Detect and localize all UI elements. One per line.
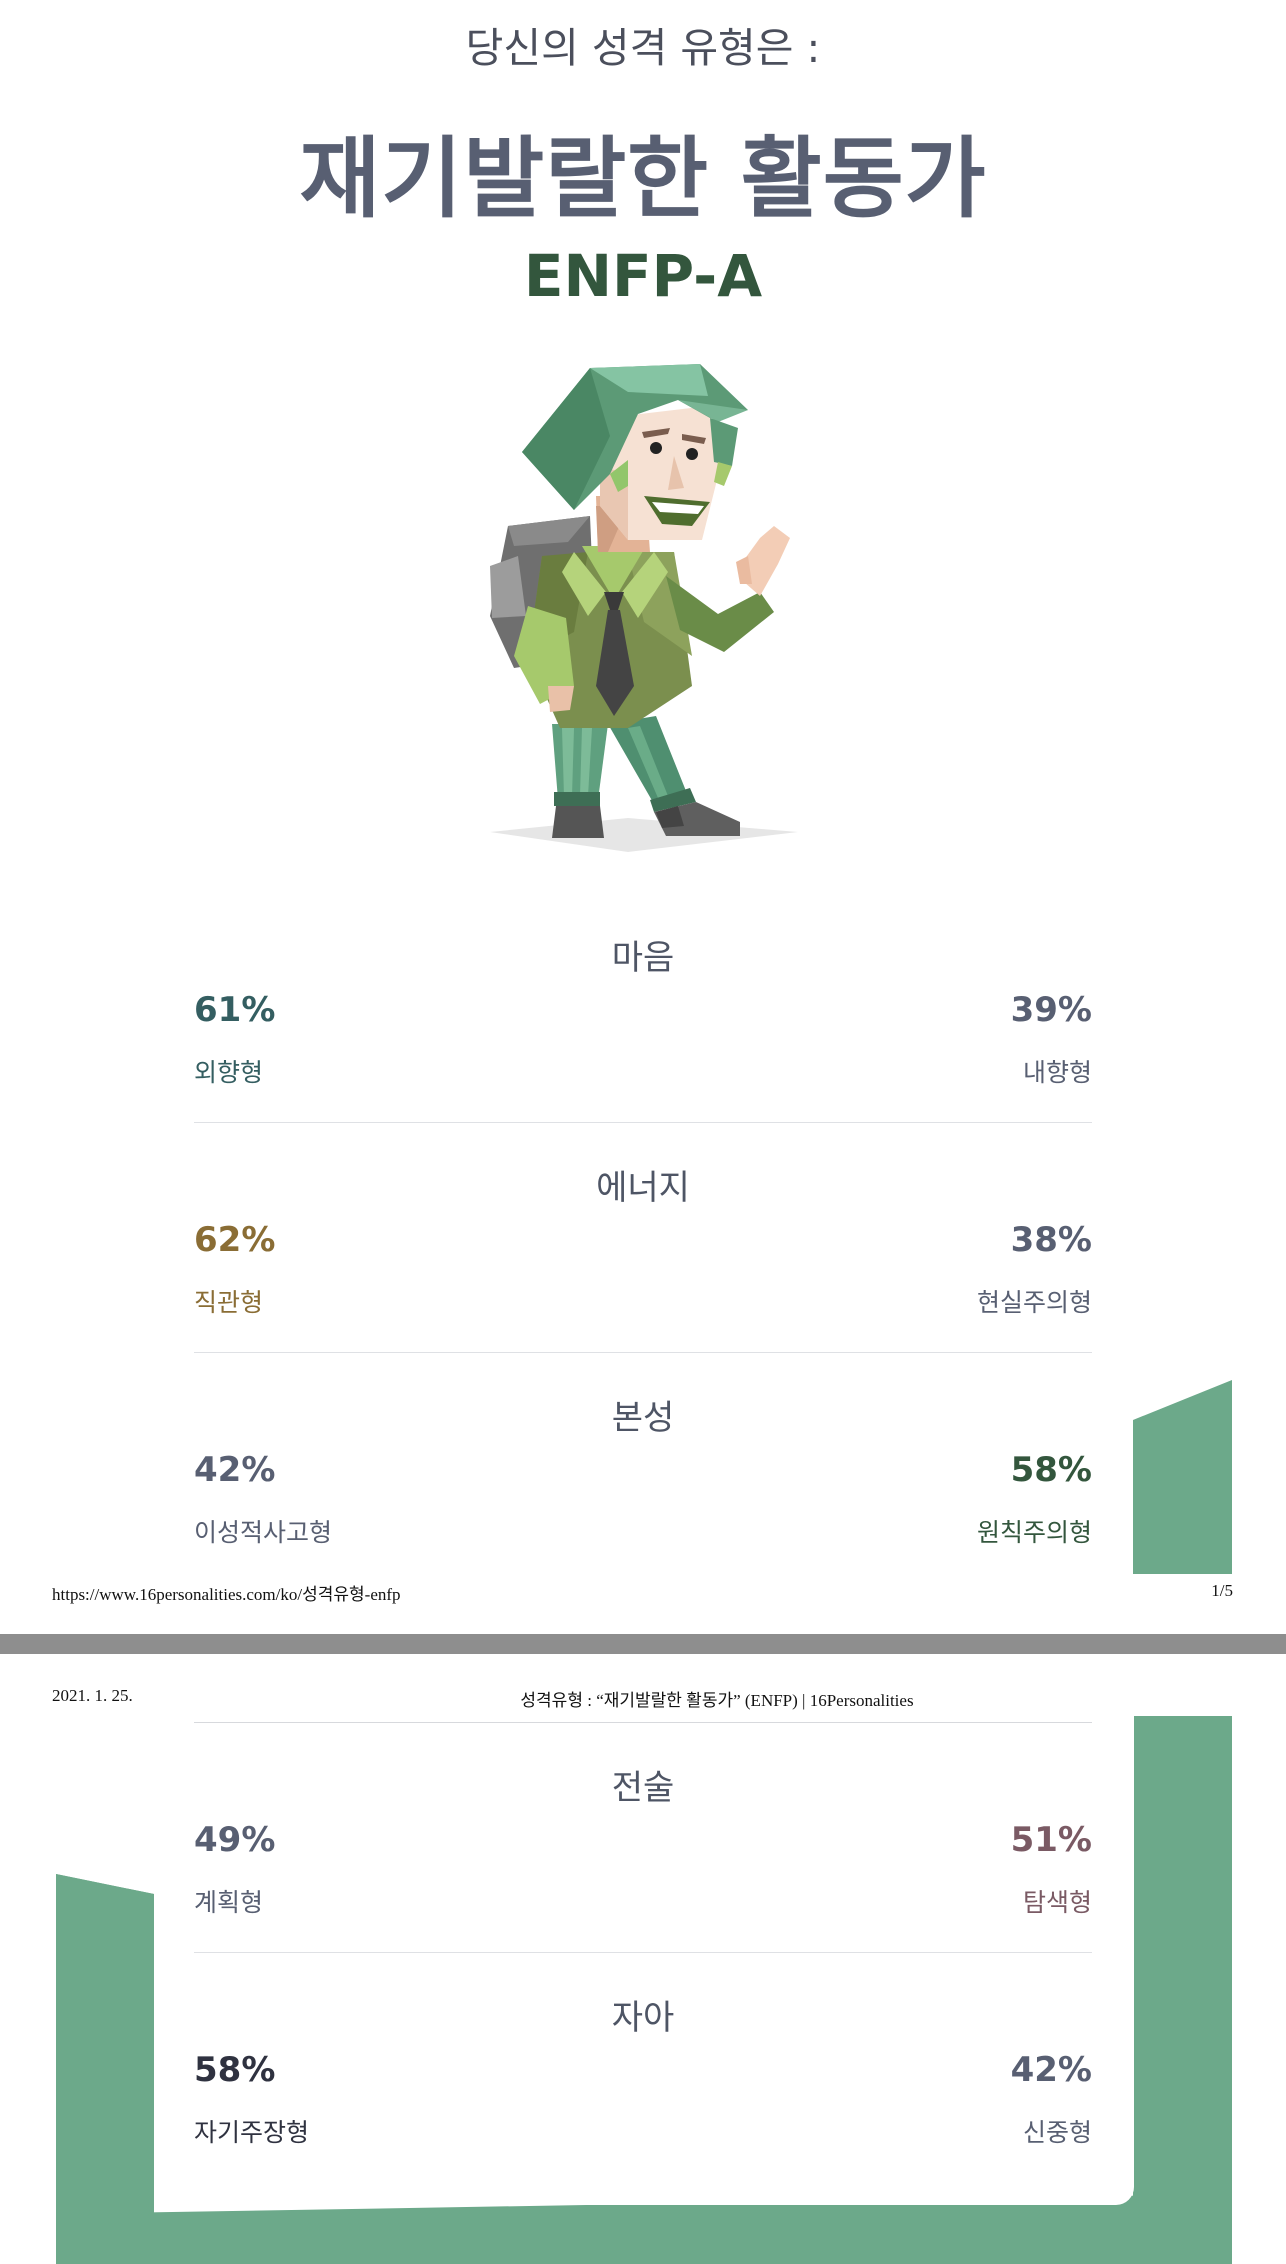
trait-tactics: 전술 49% 51% 계획형 탐색형 xyxy=(194,1760,1092,1990)
trait-energy: 에너지 62% 38% 직관형 현실주의형 xyxy=(194,1160,1092,1390)
content-card xyxy=(154,1688,1134,2205)
trait-right-name: 내향형 xyxy=(1022,1058,1092,1087)
trait-mind: 마음 61% 39% 외향형 내향형 xyxy=(194,930,1092,1160)
intro-heading: 당신의 성격 유형은 : xyxy=(465,24,821,72)
trait-left-name: 이성적사고형 xyxy=(194,1518,333,1547)
trait-right-percent: 38% xyxy=(1010,1220,1092,1260)
trait-left-name: 외향형 xyxy=(194,1058,264,1087)
trait-title: 에너지 xyxy=(596,1168,690,1208)
green-corner-shape xyxy=(1133,1380,1232,1574)
trait-title: 자아 xyxy=(611,1998,675,2038)
footer-page-number: 1/5 xyxy=(1211,1581,1233,1600)
trait-nature: 본성 42% 58% 이성적사고형 원칙주의형 xyxy=(194,1390,1092,1620)
trait-title: 전술 xyxy=(611,1768,675,1808)
trait-right-percent: 51% xyxy=(1010,1820,1092,1860)
trait-right-percent: 58% xyxy=(1010,1450,1092,1490)
trait-left-name: 자기주장형 xyxy=(194,2118,310,2147)
divider xyxy=(194,1722,1092,1723)
trait-right-name: 신중형 xyxy=(1022,2118,1092,2147)
trait-left-percent: 62% xyxy=(194,1220,276,1260)
pdf-page-2: 2021. 1. 25. 성격유형 : “재기발랄한 활동가” (ENFP) |… xyxy=(0,1654,1286,2264)
personality-type-code: ENFP-A xyxy=(523,242,763,310)
pdf-page-1: 당신의 성격 유형은 : 재기발랄한 활동가 ENFP-A xyxy=(52,24,1233,1620)
trait-left-percent: 61% xyxy=(194,990,276,1030)
trait-left-percent: 49% xyxy=(194,1820,276,1860)
trait-title: 마음 xyxy=(611,938,675,978)
divider xyxy=(194,1952,1092,1953)
footer-url: https://www.16personalities.com/ko/성격유형-… xyxy=(52,1585,401,1604)
trait-identity: 자아 58% 42% 자기주장형 신중형 xyxy=(194,1990,1092,2220)
campaigner-character-illustration xyxy=(490,364,798,852)
trait-left-percent: 58% xyxy=(194,2050,276,2090)
trait-left-name: 직관형 xyxy=(194,1288,264,1317)
divider xyxy=(194,1122,1092,1123)
trait-left-name: 계획형 xyxy=(194,1888,264,1917)
trait-title: 본성 xyxy=(611,1398,675,1438)
green-background-shape xyxy=(56,1716,1232,2264)
personality-type-name: 재기발랄한 활동가 xyxy=(299,127,987,230)
trait-right-percent: 42% xyxy=(1010,2050,1092,2090)
header-document-title: 성격유형 : “재기발랄한 활동가” (ENFP) | 16Personalit… xyxy=(520,1691,914,1710)
trait-right-percent: 39% xyxy=(1010,990,1092,1030)
trait-right-name: 탐색형 xyxy=(1022,1888,1092,1917)
trait-right-name: 원칙주의형 xyxy=(976,1518,1092,1547)
divider xyxy=(194,1352,1092,1353)
trait-left-percent: 42% xyxy=(194,1450,276,1490)
header-date: 2021. 1. 25. xyxy=(52,1686,133,1705)
trait-right-name: 현실주의형 xyxy=(976,1288,1092,1317)
page-separator xyxy=(0,1634,1286,1655)
